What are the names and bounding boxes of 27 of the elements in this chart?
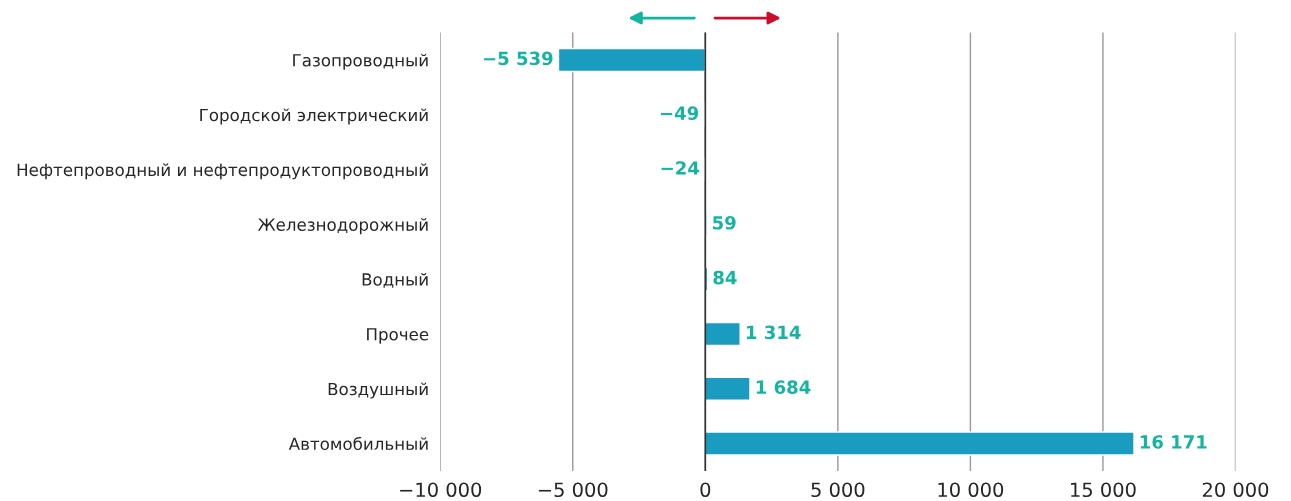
y-tick-label: Нефтепроводный и нефтепродуктопроводный <box>17 163 428 180</box>
bar <box>557 47 707 73</box>
data-label: 1 314 <box>746 325 801 340</box>
x-tick-label: 5 000 <box>811 482 865 498</box>
x-tick-label: 15 000 <box>1071 482 1136 498</box>
x-tick-label: −10 000 <box>400 482 482 498</box>
bar <box>704 376 751 401</box>
data-label: 59 <box>713 215 736 230</box>
data-label: −5 539 <box>483 51 553 66</box>
y-tick-label: Газопроводный <box>293 53 428 70</box>
x-tick-label: 10 000 <box>938 482 1004 498</box>
y-tick-label: Прочее <box>367 328 429 344</box>
data-label: 84 <box>713 270 737 285</box>
data-label: 1 684 <box>756 380 811 394</box>
y-tick-label: Железнодорожный <box>257 218 428 235</box>
y-tick-label: Городской электрический <box>200 108 428 125</box>
bar <box>704 321 741 347</box>
y-tick-label: Воздушный <box>328 382 428 399</box>
data-label: 16 171 <box>1140 435 1207 449</box>
y-tick-label: Автомобильный <box>288 436 428 451</box>
data-label: −49 <box>660 106 699 120</box>
data-label: −24 <box>661 161 700 175</box>
x-tick-label: 0 <box>700 482 711 498</box>
x-tick-label: −5 000 <box>538 482 608 498</box>
y-tick-label: Водный <box>362 272 428 288</box>
bar <box>704 431 1135 456</box>
x-tick-label: 20 000 <box>1202 482 1269 498</box>
